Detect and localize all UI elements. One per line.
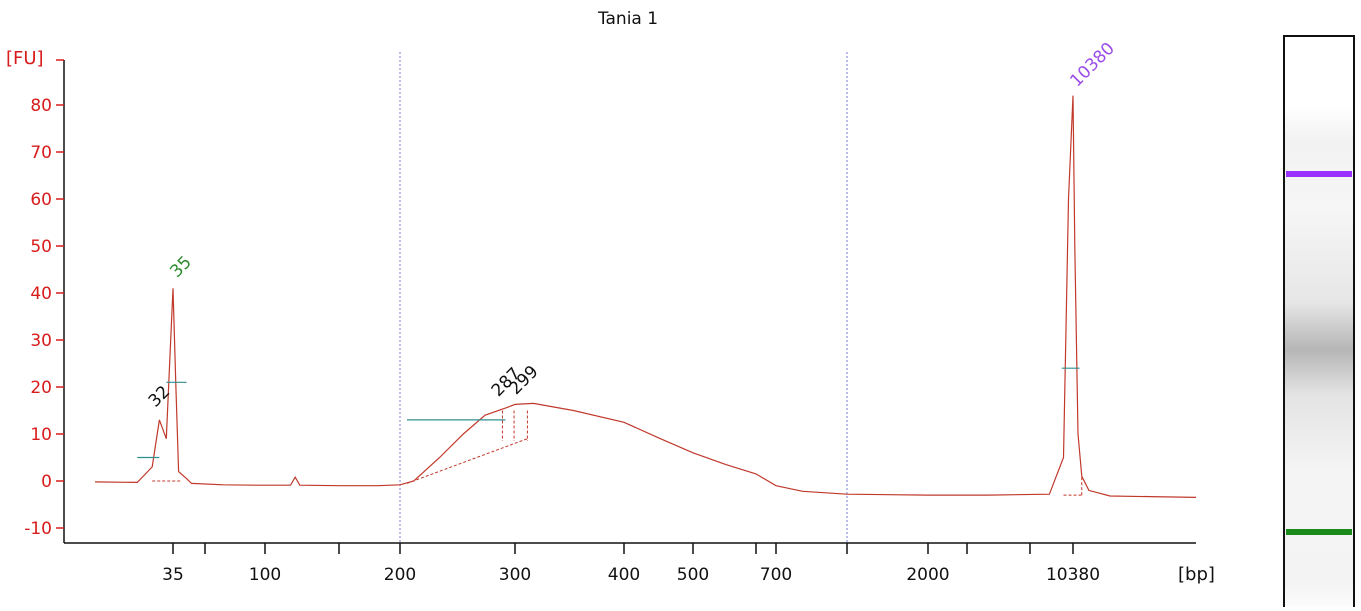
region-baseline — [406, 438, 528, 484]
y-tick-label: -10 — [24, 519, 52, 539]
y-tick-label: 30 — [30, 331, 52, 351]
y-tick-label: 20 — [30, 378, 52, 398]
gel-lane-background — [1284, 36, 1354, 611]
y-tick-label: 70 — [30, 143, 52, 163]
x-tick-label: 700 — [760, 565, 792, 585]
x-tick-label: 100 — [249, 565, 281, 585]
peak-label: 10380 — [1066, 39, 1118, 91]
y-tick-label: 10 — [30, 425, 52, 445]
chart-title: Tania 1 — [597, 9, 658, 29]
x-tick-label: 300 — [499, 565, 531, 585]
y-tick-label: 60 — [30, 190, 52, 210]
peak-label: 35 — [166, 252, 195, 281]
x-tick-label: 400 — [608, 565, 640, 585]
x-unit-label: [bp] — [1178, 564, 1215, 585]
x-tick-label: 10380 — [1046, 565, 1100, 585]
y-tick-label: 40 — [30, 284, 52, 304]
gel-band — [1286, 171, 1352, 177]
x-tick-label: 200 — [384, 565, 416, 585]
y-unit-label: [FU] — [6, 48, 44, 69]
y-tick-label: 50 — [30, 237, 52, 257]
y-tick-label: 0 — [41, 472, 52, 492]
gel-lane-frame — [1283, 35, 1355, 611]
gel-band — [1286, 529, 1352, 535]
x-tick-label: 500 — [677, 565, 709, 585]
y-tick-label: 80 — [30, 96, 52, 116]
trace-line — [94, 95, 1197, 498]
peak-label: 32 — [145, 382, 174, 411]
trace-group — [94, 95, 1197, 498]
x-tick-label: 2000 — [906, 565, 949, 585]
gel-lane — [1283, 35, 1355, 611]
x-tick-label: 35 — [162, 565, 184, 585]
